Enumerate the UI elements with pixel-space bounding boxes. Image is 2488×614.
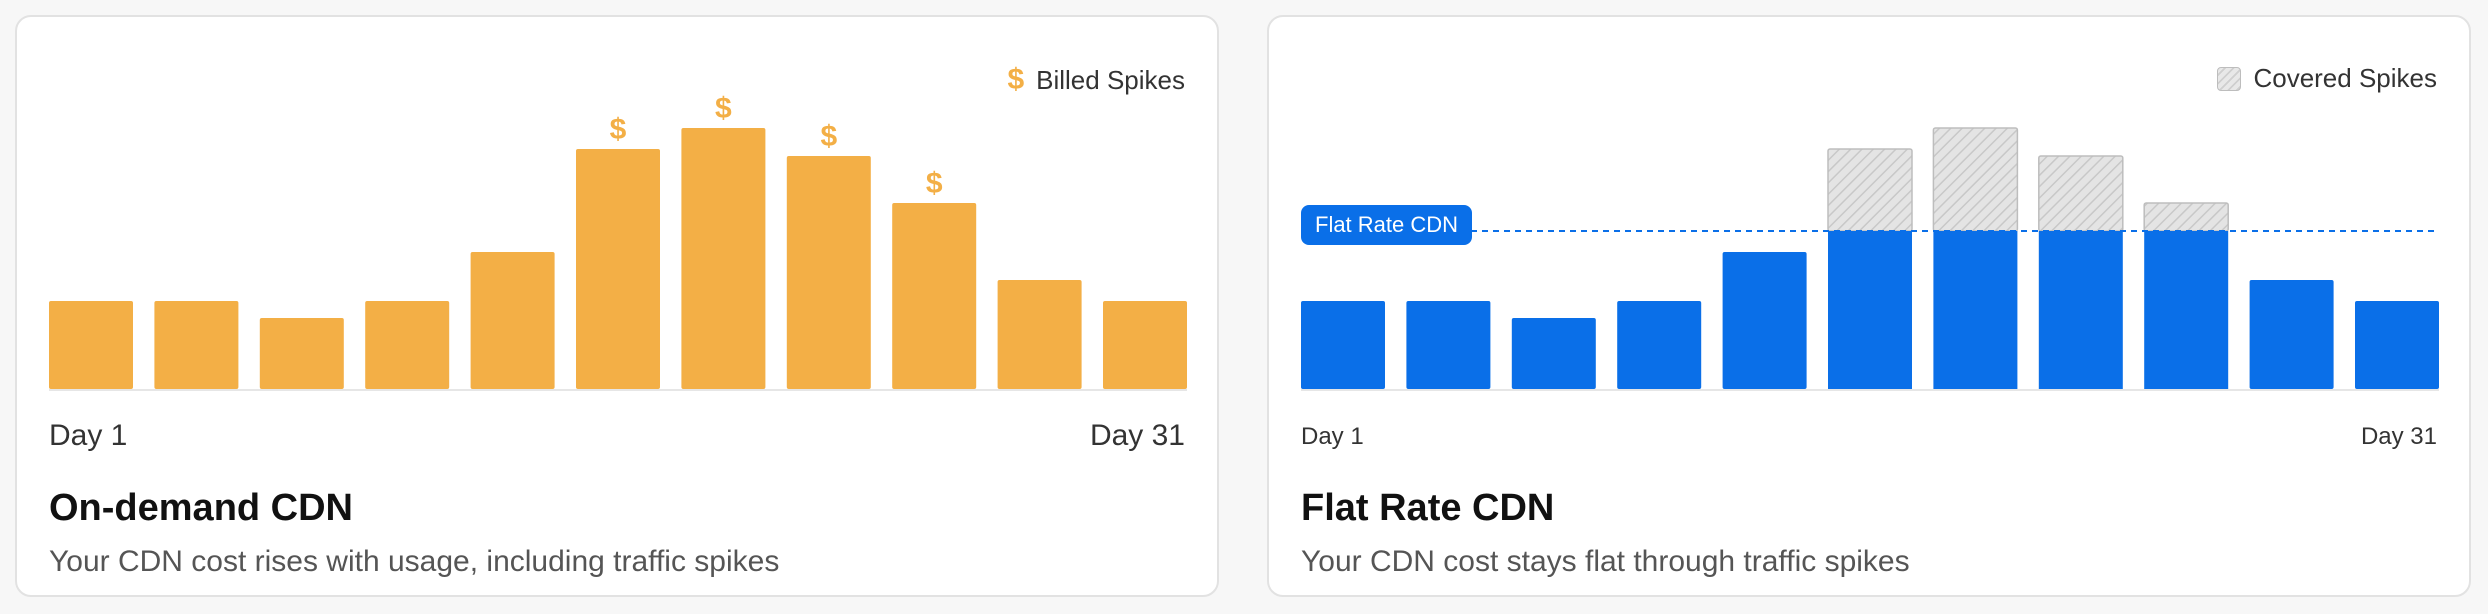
legend-covered-spikes: Covered Spikes: [2217, 63, 2437, 94]
on-demand-card: $ $ $ $ $ Billed Spikes Day 1 Day 31 On-dem…: [15, 15, 1219, 597]
covered-spike: [2038, 155, 2124, 232]
bar: [997, 280, 1082, 389]
bar: [1406, 301, 1491, 389]
bar: [49, 301, 133, 389]
bar: [154, 301, 239, 389]
bar: [2249, 280, 2334, 389]
bar: [1617, 301, 1702, 389]
covered-spike: [1932, 127, 2019, 232]
card-subtitle: Your CDN cost stays flat through traffic…: [1301, 545, 1910, 578]
flat-rate-chart: [1301, 127, 2439, 391]
covered-spike: [1827, 148, 1913, 232]
on-demand-chart: $ $ $ $: [49, 92, 1187, 391]
covered-spike: [2143, 202, 2229, 232]
dollar-icon: $: [820, 120, 837, 153]
bar: [470, 252, 555, 389]
hatched-swatch-icon: [2217, 66, 2242, 91]
bar: [1103, 301, 1187, 389]
legend-label: Covered Spikes: [2253, 63, 2437, 93]
dollar-icon: $: [926, 167, 943, 200]
x-axis-start-label: Day 1: [1301, 423, 1364, 450]
x-axis-end-label: Day 31: [1089, 419, 1185, 452]
bar: [1933, 231, 2018, 389]
bar: [259, 318, 344, 389]
bar: [1301, 301, 1385, 389]
flat-rate-label: Flat Rate CDN: [1301, 205, 1473, 245]
bar: [1511, 318, 1596, 389]
bar: [786, 156, 871, 389]
bar: [681, 128, 766, 389]
card-title: Flat Rate CDN: [1301, 487, 1555, 529]
bar: [1722, 252, 1807, 389]
bar: [2144, 231, 2229, 389]
legend-billed-spikes: $ Billed Spikes: [1007, 63, 1185, 97]
bar: [892, 203, 977, 389]
bar: [2355, 301, 2439, 389]
flat-rate-card: Covered Spikes Flat Rate CDN Day 1 Day 3…: [1267, 15, 2471, 597]
bar: [576, 149, 660, 389]
card-title: On-demand CDN: [49, 487, 353, 529]
card-subtitle: Your CDN cost rises with usage, includin…: [49, 545, 780, 578]
bar: [365, 301, 450, 389]
dollar-icon: $: [610, 113, 627, 146]
legend-label: Billed Spikes: [1036, 64, 1185, 95]
x-axis-end-label: Day 31: [2360, 423, 2437, 450]
bar: [1828, 231, 1912, 389]
dollar-icon: $: [1007, 63, 1025, 96]
x-axis-start-label: Day 1: [49, 419, 128, 452]
bar: [2038, 231, 2123, 389]
dollar-icon: $: [715, 92, 732, 125]
